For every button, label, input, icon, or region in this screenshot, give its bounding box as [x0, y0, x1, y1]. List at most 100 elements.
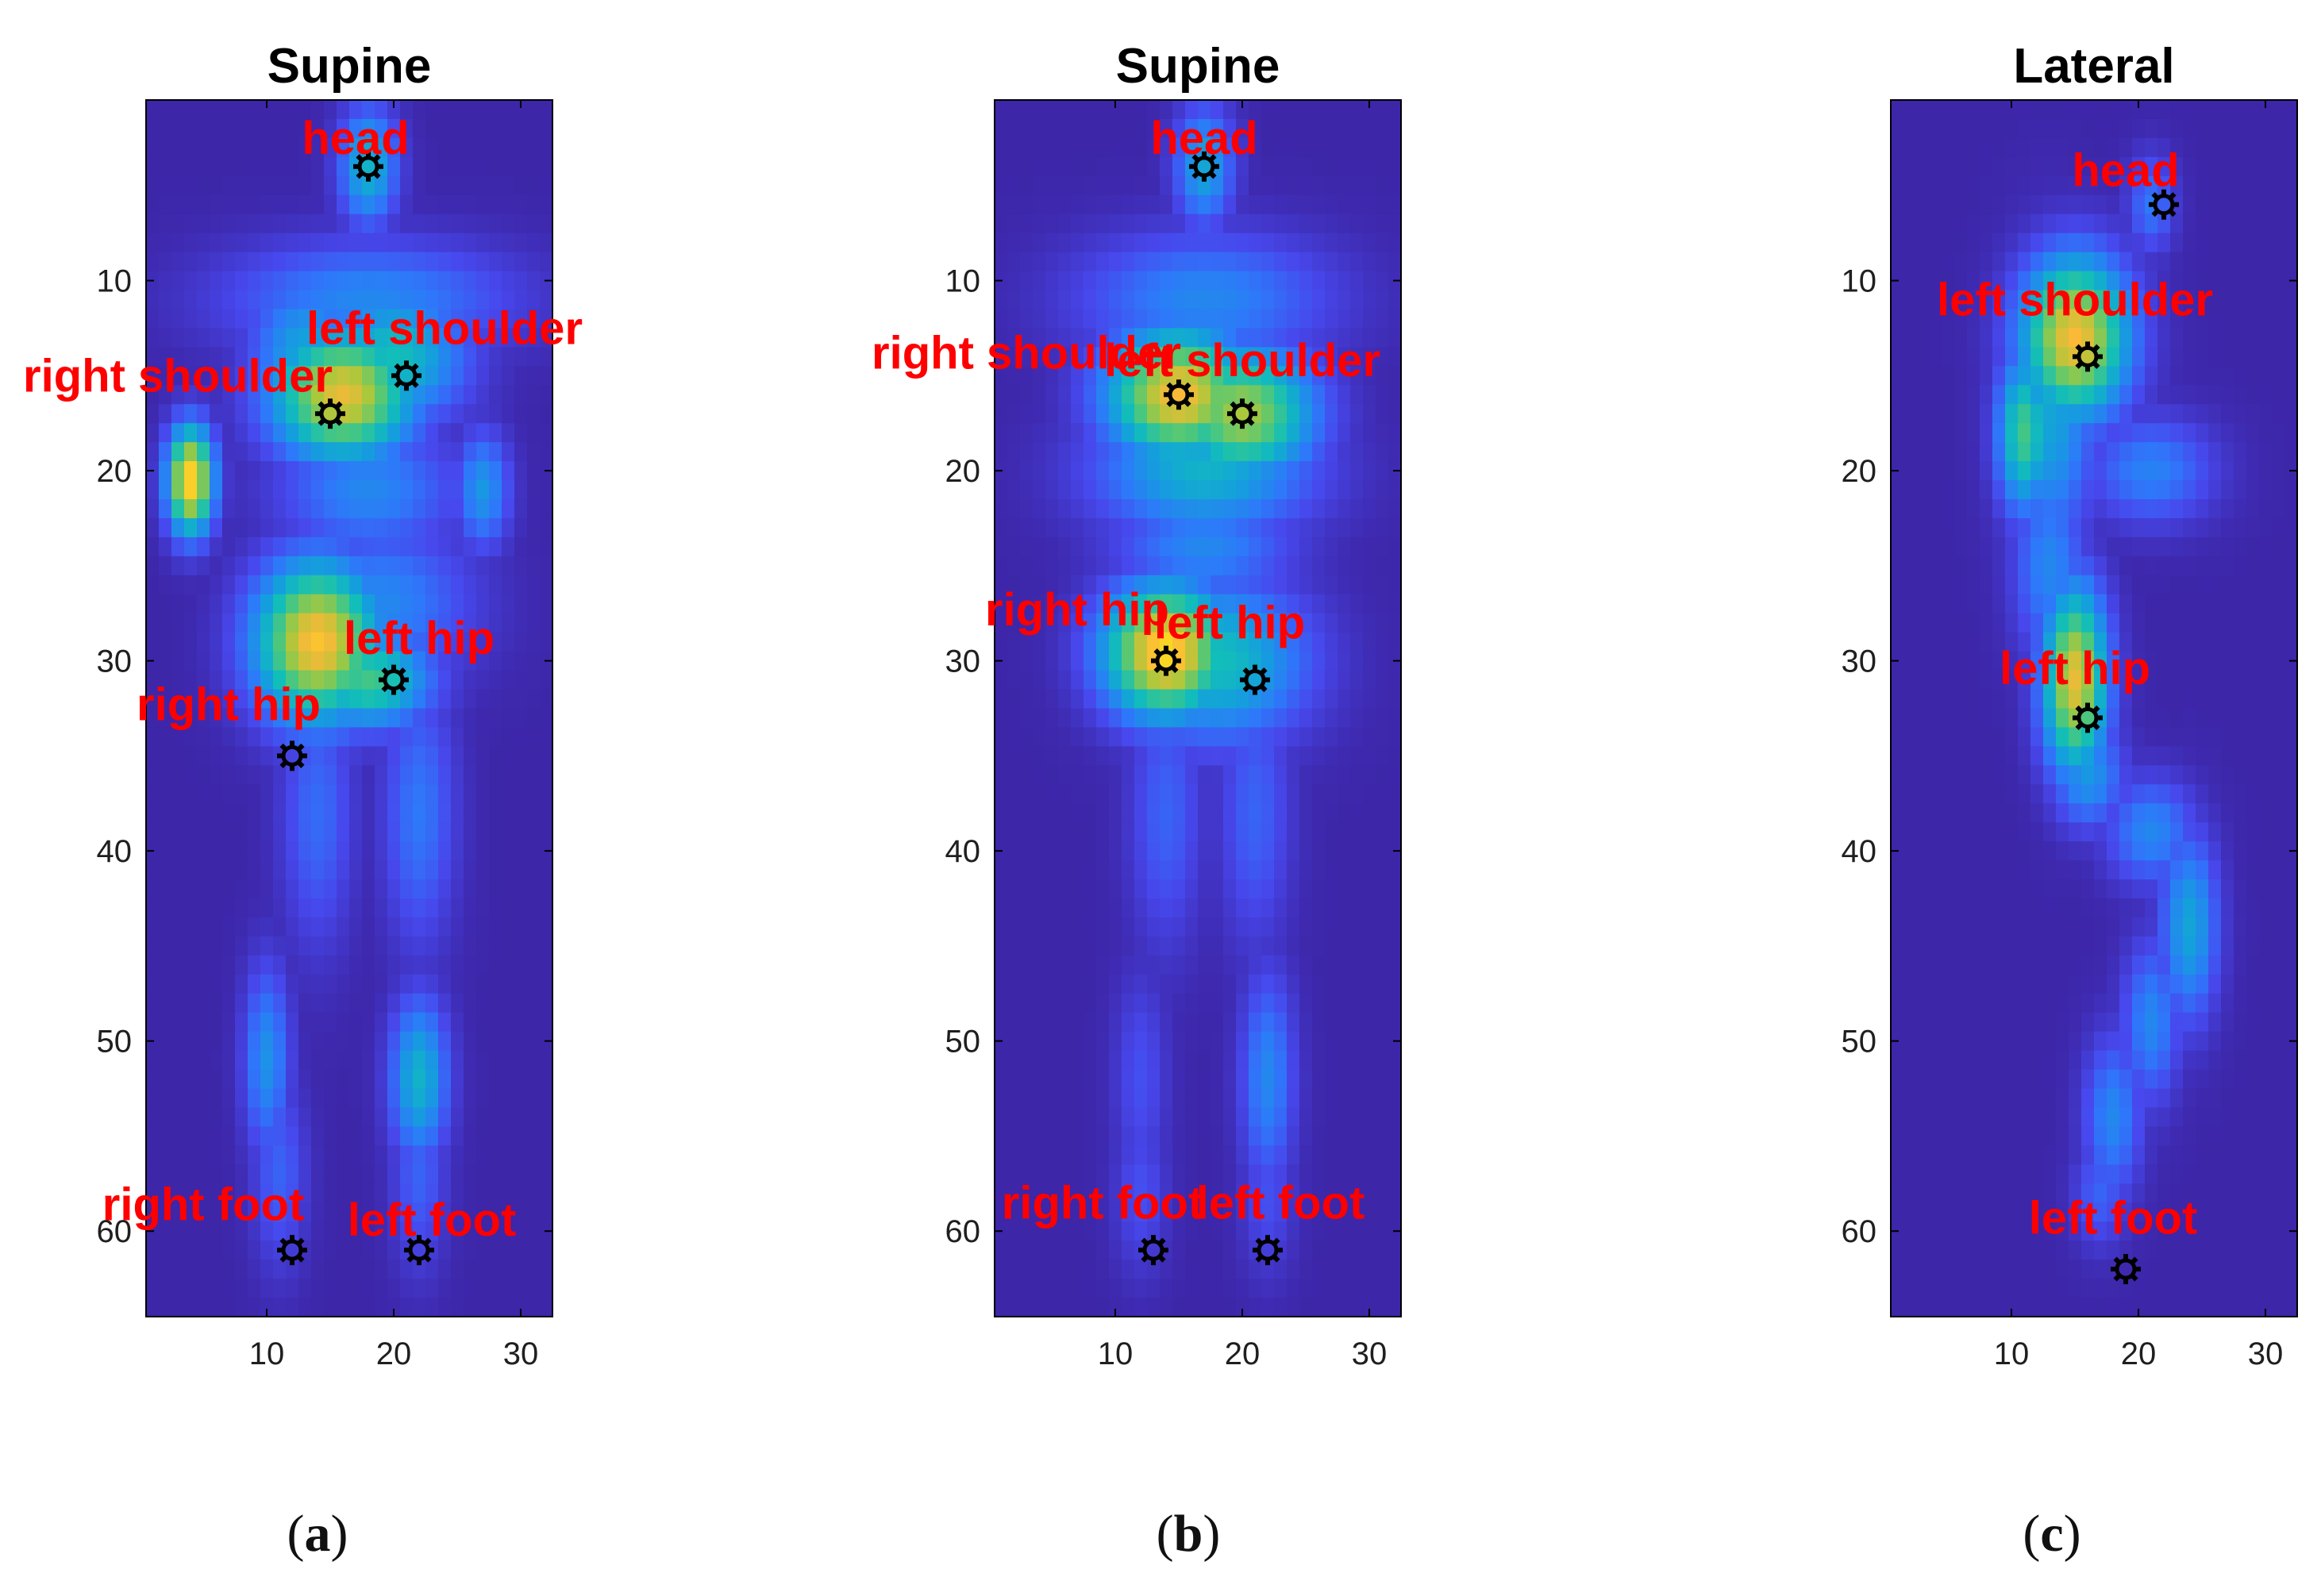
heatmap-cell: [375, 803, 388, 823]
heatmap-cell: [1134, 1298, 1148, 1317]
heatmap-cell: [1096, 708, 1110, 729]
heatmap-cell: [476, 860, 490, 880]
heatmap-cell: [146, 727, 160, 747]
heatmap-cell: [1350, 727, 1364, 747]
heatmap-cell: [1045, 328, 1059, 348]
heatmap-cell: [260, 860, 274, 880]
heatmap-cell: [2094, 404, 2107, 424]
heatmap-cell: [1249, 366, 1262, 386]
heatmap-cell: [1274, 1088, 1288, 1109]
heatmap-cell: [1312, 194, 1326, 215]
heatmap-cell: [1236, 1183, 1249, 1203]
heatmap-cell: [1160, 955, 1173, 975]
heatmap-cell: [1325, 328, 1338, 348]
heatmap-cell: [514, 632, 528, 652]
heatmap-cell: [1007, 1069, 1021, 1090]
heatmap-cell: [146, 936, 160, 956]
heatmap-cell: [1147, 290, 1160, 310]
heatmap-cell: [1376, 841, 1389, 861]
heatmap-cell: [1071, 1031, 1084, 1052]
heatmap-cell: [1185, 575, 1199, 595]
heatmap-cell: [1211, 708, 1224, 729]
heatmap-cell: [184, 708, 198, 729]
heatmap-cell: [375, 1298, 388, 1317]
heatmap-cell: [1007, 556, 1021, 576]
heatmap-cell: [324, 708, 337, 729]
heatmap-cell: [413, 385, 426, 405]
heatmap-cell: [2145, 213, 2158, 234]
heatmap-cell: [527, 784, 541, 804]
heatmap-cell: [1929, 480, 1942, 500]
keypoint-marker: [353, 151, 383, 182]
heatmap-cell: [2170, 328, 2184, 348]
heatmap-cell: [184, 499, 198, 519]
heatmap-cell: [1312, 385, 1326, 405]
heatmap-cell: [197, 784, 210, 804]
heatmap-cell: [2157, 100, 2171, 120]
heatmap-cell: [159, 860, 172, 880]
heatmap-cell: [2069, 442, 2082, 462]
heatmap-cell: [222, 137, 236, 158]
heatmap-cell: [1033, 1145, 1046, 1165]
heatmap-cell: [210, 1279, 223, 1298]
heatmap-cell: [375, 1050, 388, 1071]
heatmap-cell: [222, 118, 236, 139]
heatmap-cell: [1261, 1164, 1275, 1184]
heatmap-cell: [1287, 309, 1300, 329]
heatmap-cell: [1185, 765, 1199, 785]
heatmap-cell: [1007, 993, 1021, 1013]
heatmap-cell: [1007, 366, 1021, 386]
heatmap-cell: [1236, 917, 1249, 937]
heatmap-cell: [1274, 689, 1288, 710]
heatmap-cell: [273, 613, 287, 633]
heatmap-cell: [2170, 309, 2184, 329]
heatmap-cell: [1236, 784, 1249, 804]
heatmap-cell: [171, 575, 185, 595]
heatmap-cell: [159, 442, 172, 462]
heatmap-cells: [1891, 100, 2298, 1317]
heatmap-cell: [311, 499, 325, 519]
heatmap-cell: [1198, 252, 1211, 272]
heatmap-cell: [324, 651, 337, 671]
heatmap-cell: [2221, 271, 2234, 291]
heatmap-cell: [387, 1088, 401, 1109]
heatmap-cell: [2056, 309, 2069, 329]
heatmap-cell: [1109, 404, 1122, 424]
heatmap-cell: [464, 955, 477, 975]
heatmap-cell: [1185, 1126, 1199, 1147]
heatmap-cell: [324, 917, 337, 937]
heatmap-cell: [1903, 137, 1917, 158]
heatmap-cell: [311, 746, 325, 766]
heatmap-cell: [210, 461, 223, 481]
heatmap-cell: [514, 175, 528, 196]
heatmap-cell: [248, 803, 261, 823]
heatmap-cell: [1929, 175, 1942, 196]
heatmap-cell: [1134, 898, 1148, 918]
heatmap-cell: [1274, 118, 1288, 139]
heatmap-cell: [286, 499, 299, 519]
heatmap-cell: [1376, 1279, 1389, 1298]
heatmap-cell: [502, 1164, 515, 1184]
heatmap-cell: [425, 955, 439, 975]
heatmap-cell: [2183, 309, 2196, 329]
heatmap-cell: [1185, 1221, 1199, 1241]
heatmap-cell: [298, 613, 312, 633]
heatmap-cell: [171, 746, 185, 766]
heatmap-cell: [502, 898, 515, 918]
heatmap-cell: [502, 993, 515, 1013]
heatmap-cell: [146, 898, 160, 918]
heatmap-cell: [2183, 271, 2196, 291]
heatmap-cell: [1160, 1202, 1173, 1222]
heatmap-cell: [413, 1145, 426, 1165]
heatmap-cell: [1198, 328, 1211, 348]
heatmap-cell: [464, 252, 477, 272]
heatmap-cell: [184, 385, 198, 405]
heatmap-cell: [413, 252, 426, 272]
heatmap-cell: [1980, 347, 1993, 367]
heatmap-cell: [1388, 1259, 1402, 1279]
heatmap-cell: [362, 233, 375, 253]
heatmap-cell: [464, 1088, 477, 1109]
heatmap-cell: [464, 879, 477, 899]
heatmap-cell: [1891, 290, 1904, 310]
heatmap-cell: [1160, 423, 1173, 443]
